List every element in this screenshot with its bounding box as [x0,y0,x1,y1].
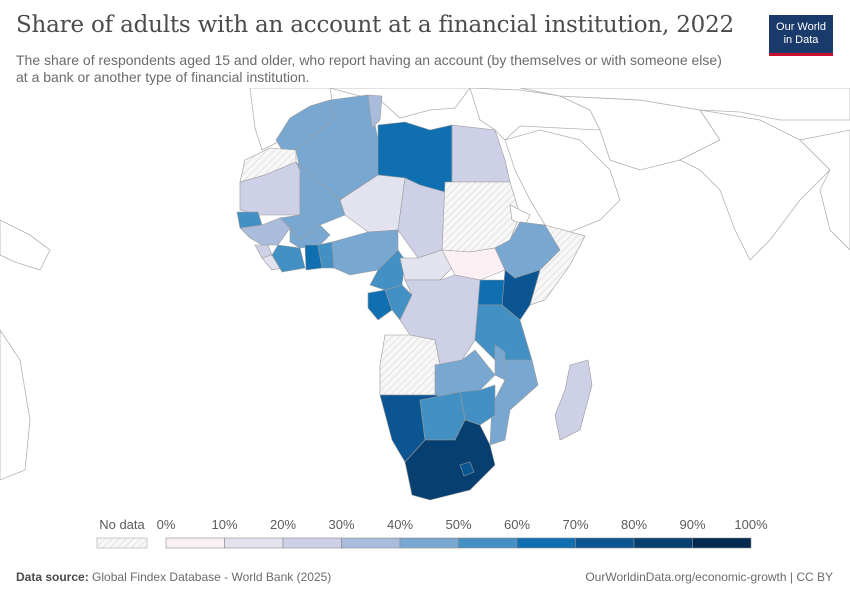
legend-bin[interactable] [692,537,752,549]
logo-line-2: in Data [783,34,819,46]
legend-tick-label: 10% [211,517,237,532]
legend-no-data-label: No data [99,517,145,532]
legend-bin[interactable] [516,537,576,549]
background-countries [0,88,850,481]
legend-tick-label: 80% [621,517,647,532]
legend-bin[interactable] [399,537,459,549]
country-guinea [239,217,291,246]
legend-bin[interactable] [575,537,635,549]
country-egypt [451,124,511,183]
africa-countries [236,94,593,501]
footer-source: Data source: Global Findex Database - Wo… [16,570,331,584]
legend-bin[interactable] [341,537,401,549]
country-uganda [477,279,506,306]
legend-bin[interactable] [165,537,225,549]
country-cote-divoire [271,244,306,273]
country-botswana [419,391,466,441]
legend-no-data-swatch [96,537,148,549]
logo-line-1: Our World [776,21,826,33]
chart-subtitle: The share of respondents aged 15 and old… [16,52,722,85]
country-lesotho [459,461,475,477]
legend-tick-label: 70% [562,517,588,532]
country-madagascar [554,359,593,441]
country-tunisia [367,94,383,129]
africa-map [0,88,850,501]
map-legend: No data 0% 10% 20% 30% 40% 50% 60% 70% 80% 90% 100… [96,517,768,549]
legend-tick-label: 90% [679,517,705,532]
legend-tick-label: 30% [328,517,354,532]
legend-tick-label: 0% [157,517,176,532]
legend-bin[interactable] [633,537,693,549]
owid-logo[interactable]: Our World in Data [769,15,833,56]
country-south-africa [404,419,496,501]
legend-bins [165,537,752,549]
country-chad [397,177,446,259]
country-somalia [529,224,586,306]
source-label: Data source: [16,570,89,584]
legend-ticks: 0% 10% 20% 30% 40% 50% 60% 70% 80% 90% 100% [157,517,768,532]
country-gabon [367,289,393,321]
legend-tick-label: 20% [270,517,296,532]
chart-title: Share of adults with an account at a fin… [16,12,734,38]
source-text[interactable]: Global Findex Database - World Bank (202… [92,570,332,584]
country-south-sudan [441,247,506,281]
legend-tick-label: 40% [387,517,413,532]
legend-tick-label: 100% [734,517,768,532]
legend-tick-label: 60% [504,517,530,532]
country-angola [379,334,441,396]
country-burkina-faso [289,224,331,249]
legend-bin[interactable] [224,537,284,549]
country-mozambique [489,359,539,446]
legend-bin[interactable] [282,537,342,549]
footer-credit[interactable]: OurWorldinData.org/economic-growth | CC … [585,570,833,584]
legend-tick-label: 50% [445,517,471,532]
legend-bin[interactable] [458,537,518,549]
